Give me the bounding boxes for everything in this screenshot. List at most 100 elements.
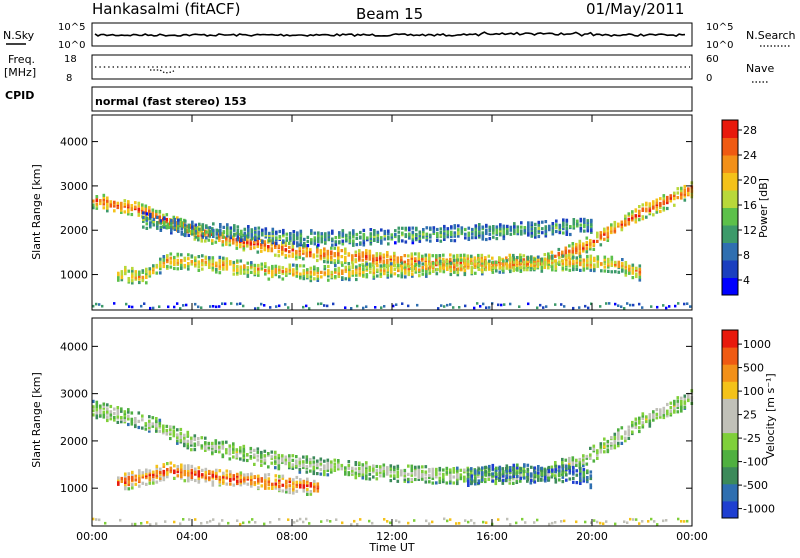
heatmap-cell [260, 477, 264, 481]
cpid-text: normal (fast stereo) 153 [95, 95, 247, 108]
heatmap-cell [676, 196, 680, 200]
power-heatmap [92, 181, 694, 310]
heatmap-cell [411, 230, 415, 234]
heatmap-cell [533, 257, 537, 261]
heatmap-cell [149, 215, 152, 219]
heatmap-cell [359, 235, 362, 239]
heatmap-cell [102, 402, 106, 406]
heatmap-cell [250, 270, 253, 274]
heatmap-cell [236, 519, 239, 522]
heatmap-cell [589, 239, 592, 243]
heatmap-cell [624, 436, 627, 440]
heatmap-cell [151, 208, 155, 212]
heatmap-cell [396, 470, 400, 474]
heatmap-cell [565, 257, 568, 262]
heatmap-cell [239, 265, 243, 269]
heatmap-cell [205, 224, 208, 228]
heatmap-cell [92, 409, 95, 413]
heatmap-cell [254, 521, 257, 524]
heatmap-cell [537, 465, 540, 469]
heatmap-cell [669, 194, 673, 198]
heatmap-cell [589, 476, 593, 481]
heatmap-cell [592, 247, 596, 251]
heatmap-cell [296, 244, 299, 248]
heatmap-cell [137, 207, 141, 211]
heatmap-cell [145, 272, 148, 276]
heatmap-cell [596, 255, 600, 259]
heatmap-cell [138, 274, 141, 278]
heatmap-cell [293, 521, 296, 524]
heatmap-cell [683, 188, 687, 192]
heatmap-cell [505, 477, 508, 481]
heatmap-cell [309, 457, 312, 462]
heatmap-cell [648, 204, 652, 208]
heatmap-cell [187, 267, 190, 271]
heatmap-cell [106, 199, 109, 203]
heatmap-cell [278, 304, 281, 308]
heatmap-cell [309, 272, 313, 276]
heatmap-cell [596, 449, 599, 453]
heatmap-cell [92, 304, 95, 308]
heatmap-cell [288, 484, 292, 488]
heatmap-cell [470, 260, 473, 264]
heatmap-cell [629, 303, 632, 307]
heatmap-cell [659, 197, 662, 201]
heatmap-cell [459, 473, 463, 477]
heatmap-cell [407, 264, 411, 269]
heatmap-cell [386, 270, 390, 274]
heatmap-cell [410, 471, 414, 475]
heatmap-cell [530, 260, 533, 264]
heatmap-cell [428, 255, 431, 259]
heatmap-cell [634, 421, 638, 425]
heatmap-cell [180, 468, 183, 472]
heatmap-cell [260, 266, 264, 270]
heatmap-cell [327, 278, 330, 282]
heatmap-cell [558, 225, 562, 229]
heatmap-cell [190, 468, 194, 472]
heatmap-cell [356, 304, 359, 308]
heatmap-cell [474, 482, 477, 486]
heatmap-cell [372, 258, 375, 262]
heatmap-cell [439, 233, 443, 237]
heatmap-cell [256, 244, 260, 248]
heatmap-cell [585, 246, 589, 250]
heatmap-cell [120, 276, 124, 280]
heatmap-cell [99, 404, 102, 408]
heatmap-cell [282, 231, 285, 235]
colorbar-swatch [722, 172, 738, 191]
heatmap-cell [673, 402, 676, 406]
heatmap-cell [274, 484, 278, 488]
heatmap-cell [628, 264, 631, 268]
heatmap-cell [666, 198, 669, 203]
heatmap-cell [316, 270, 320, 275]
heatmap-cell [368, 468, 372, 472]
heatmap-cell [257, 226, 261, 230]
heatmap-cell [455, 522, 458, 525]
heatmap-cell [317, 237, 320, 241]
heatmap-cell [379, 256, 382, 260]
heatmap-cell [386, 268, 390, 272]
heatmap-cell [569, 225, 572, 229]
heatmap-cell [410, 468, 414, 472]
heatmap-cell [260, 264, 264, 268]
heatmap-cell [358, 266, 362, 270]
heatmap-cell [439, 239, 443, 243]
heatmap-cell [439, 263, 442, 267]
heatmap-cell [600, 262, 603, 266]
heatmap-cell [151, 422, 155, 426]
colorbar-tick-label: -25 [743, 432, 761, 445]
heatmap-cell [407, 254, 410, 258]
nsearch-label: N.Search [746, 29, 796, 42]
heatmap-cell [312, 465, 316, 469]
heatmap-cell [270, 249, 274, 253]
heatmap-cell [148, 421, 151, 425]
heatmap-cell [466, 466, 470, 470]
heatmap-cell [592, 444, 596, 448]
heatmap-cell [513, 231, 516, 236]
heatmap-cell [579, 268, 582, 272]
heatmap-cell [435, 272, 439, 276]
heatmap-cell [180, 224, 184, 228]
heatmap-cell [421, 272, 425, 276]
heatmap-cell [302, 489, 306, 493]
